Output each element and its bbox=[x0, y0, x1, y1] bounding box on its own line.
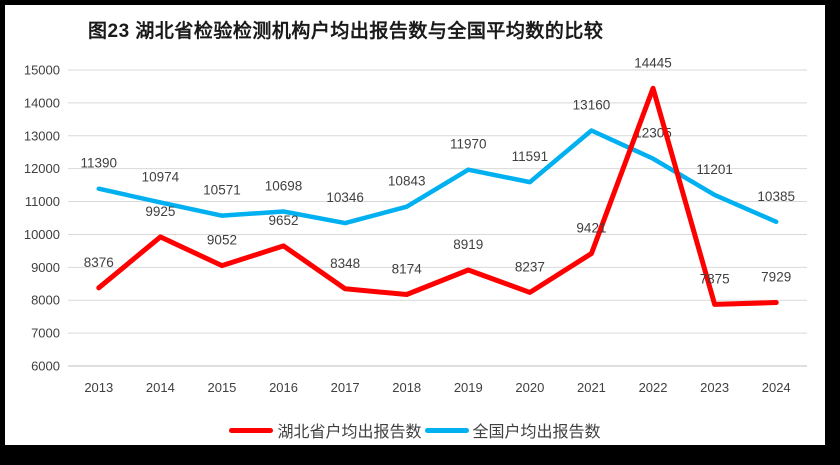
legend-item-hubei: 湖北省户均出报告数 bbox=[229, 418, 422, 442]
y-axis-tick-label: 8000 bbox=[31, 293, 60, 308]
y-axis-tick-label: 13000 bbox=[24, 128, 60, 143]
x-axis-tick-label: 2024 bbox=[762, 380, 791, 395]
x-axis-tick-label: 2023 bbox=[700, 380, 729, 395]
national-data-label: 13160 bbox=[573, 98, 611, 113]
hubei-data-label: 7929 bbox=[761, 270, 791, 285]
y-axis-tick-label: 7000 bbox=[31, 326, 60, 341]
national-series-line bbox=[96, 128, 779, 226]
y-axis-tick-label: 10000 bbox=[24, 227, 60, 242]
x-axis-tick-label: 2022 bbox=[639, 380, 668, 395]
hubei-data-label: 9421 bbox=[576, 220, 606, 235]
x-axis-tick-label: 2018 bbox=[392, 380, 421, 395]
hubei-series-line bbox=[96, 85, 779, 307]
hubei-data-label: 7875 bbox=[700, 271, 730, 286]
x-axis-tick-label: 2017 bbox=[331, 380, 360, 395]
y-axis-tick-label: 6000 bbox=[31, 359, 60, 374]
legend-label-national: 全国户均出报告数 bbox=[472, 424, 601, 441]
y-axis-tick-label: 12000 bbox=[24, 161, 60, 176]
legend-line-sample-hubei bbox=[229, 427, 274, 433]
national-data-label: 11201 bbox=[696, 162, 733, 177]
y-axis-tick-label: 14000 bbox=[24, 95, 60, 110]
national-data-label: 10346 bbox=[326, 190, 364, 205]
national-data-label: 11591 bbox=[512, 149, 549, 164]
legend-label-hubei: 湖北省户均出报告数 bbox=[277, 424, 422, 441]
x-axis-tick-label: 2013 bbox=[84, 380, 113, 395]
hubei-data-label: 8919 bbox=[453, 237, 483, 252]
national-data-label: 10698 bbox=[265, 178, 303, 193]
national-data-label: 11390 bbox=[81, 156, 118, 171]
hubei-data-label: 8237 bbox=[515, 259, 545, 274]
hubei-data-label: 9652 bbox=[269, 213, 299, 228]
x-axis-tick-label: 2019 bbox=[454, 380, 483, 395]
national-data-label: 10974 bbox=[142, 169, 180, 184]
x-axis-tick-label: 2021 bbox=[577, 380, 606, 395]
national-data-label: 11970 bbox=[450, 137, 487, 152]
line-chart: 6000 7000 8000 9000 10000 11000 12000 13000 1400… bbox=[24, 55, 807, 395]
x-axis-tick-label: 2016 bbox=[269, 380, 298, 395]
x-axis-tick-label: 2014 bbox=[146, 380, 175, 395]
y-axis-tick-label: 11000 bbox=[25, 194, 60, 209]
national-data-label: 10385 bbox=[757, 189, 795, 204]
hubei-data-label: 8348 bbox=[330, 256, 360, 271]
x-axis-tick-label: 2015 bbox=[207, 380, 236, 395]
chart-title: 图23 湖北省检验检测机构户均出报告数与全国平均数的比较 bbox=[88, 21, 604, 42]
hubei-data-label: 9052 bbox=[207, 233, 237, 248]
hubei-data-label: 8376 bbox=[84, 255, 114, 270]
hubei-data-label: 14445 bbox=[634, 55, 672, 70]
hubei-data-label: 9925 bbox=[145, 204, 175, 219]
legend-item-national: 全国户均出报告数 bbox=[424, 418, 601, 442]
legend-line-sample-national bbox=[424, 427, 469, 433]
chart-canvas: 图23 湖北省检验检测机构户均出报告数与全国平均数的比较 6000 7000 800… bbox=[5, 5, 825, 445]
x-axis-tick-label: 2020 bbox=[515, 380, 544, 395]
national-data-label: 10843 bbox=[388, 174, 426, 189]
national-data-label: 10571 bbox=[203, 183, 241, 198]
y-axis-tick-label: 15000 bbox=[24, 63, 60, 78]
y-axis-tick-label: 9000 bbox=[31, 260, 60, 275]
legend: 湖北省户均出报告数 全国户均出报告数 bbox=[5, 419, 825, 441]
hubei-data-label: 8174 bbox=[392, 261, 423, 276]
